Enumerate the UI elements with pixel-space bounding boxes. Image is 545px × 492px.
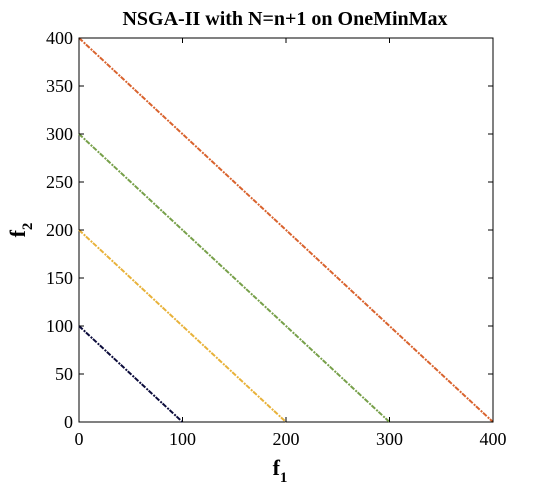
series-3 [78,133,391,423]
series-1 [78,325,184,423]
x-axis-label-sub: 1 [280,470,288,486]
series-3-points [78,133,391,423]
chart-title: NSGA-II with N=n+1 on OneMinMax [122,8,447,30]
series-4-points [78,37,494,423]
y-tick-label: 300 [46,124,73,144]
series-2 [78,229,287,423]
series-layer [78,37,494,423]
x-tick-label: 300 [376,429,403,449]
y-tick-label: 50 [55,364,73,384]
y-axis-label: f2 [5,223,36,238]
y-axis: 0 50 100 150 200 250 300 350 400 [46,28,493,432]
y-tick-label: 200 [46,220,73,240]
x-tick-label: 100 [169,429,196,449]
x-axis-label: f1 [273,455,288,486]
y-tick-label: 0 [64,412,73,432]
y-tick-label: 400 [46,28,73,48]
series-2-points [78,229,287,423]
x-axis: 0 100 200 300 400 [75,38,507,449]
y-tick-label: 350 [46,76,73,96]
x-tick-label: 200 [273,429,300,449]
y-tick-label: 250 [46,172,73,192]
y-tick-label: 100 [46,316,73,336]
y-tick-label: 150 [46,268,73,288]
x-axis-label-main: f [273,455,281,480]
series-1-points [78,325,184,423]
series-4 [78,37,494,423]
x-tick-label: 400 [480,429,507,449]
x-tick-label: 0 [75,429,84,449]
y-axis-label-sub: 2 [20,223,36,231]
y-axis-label-main: f [5,229,30,237]
